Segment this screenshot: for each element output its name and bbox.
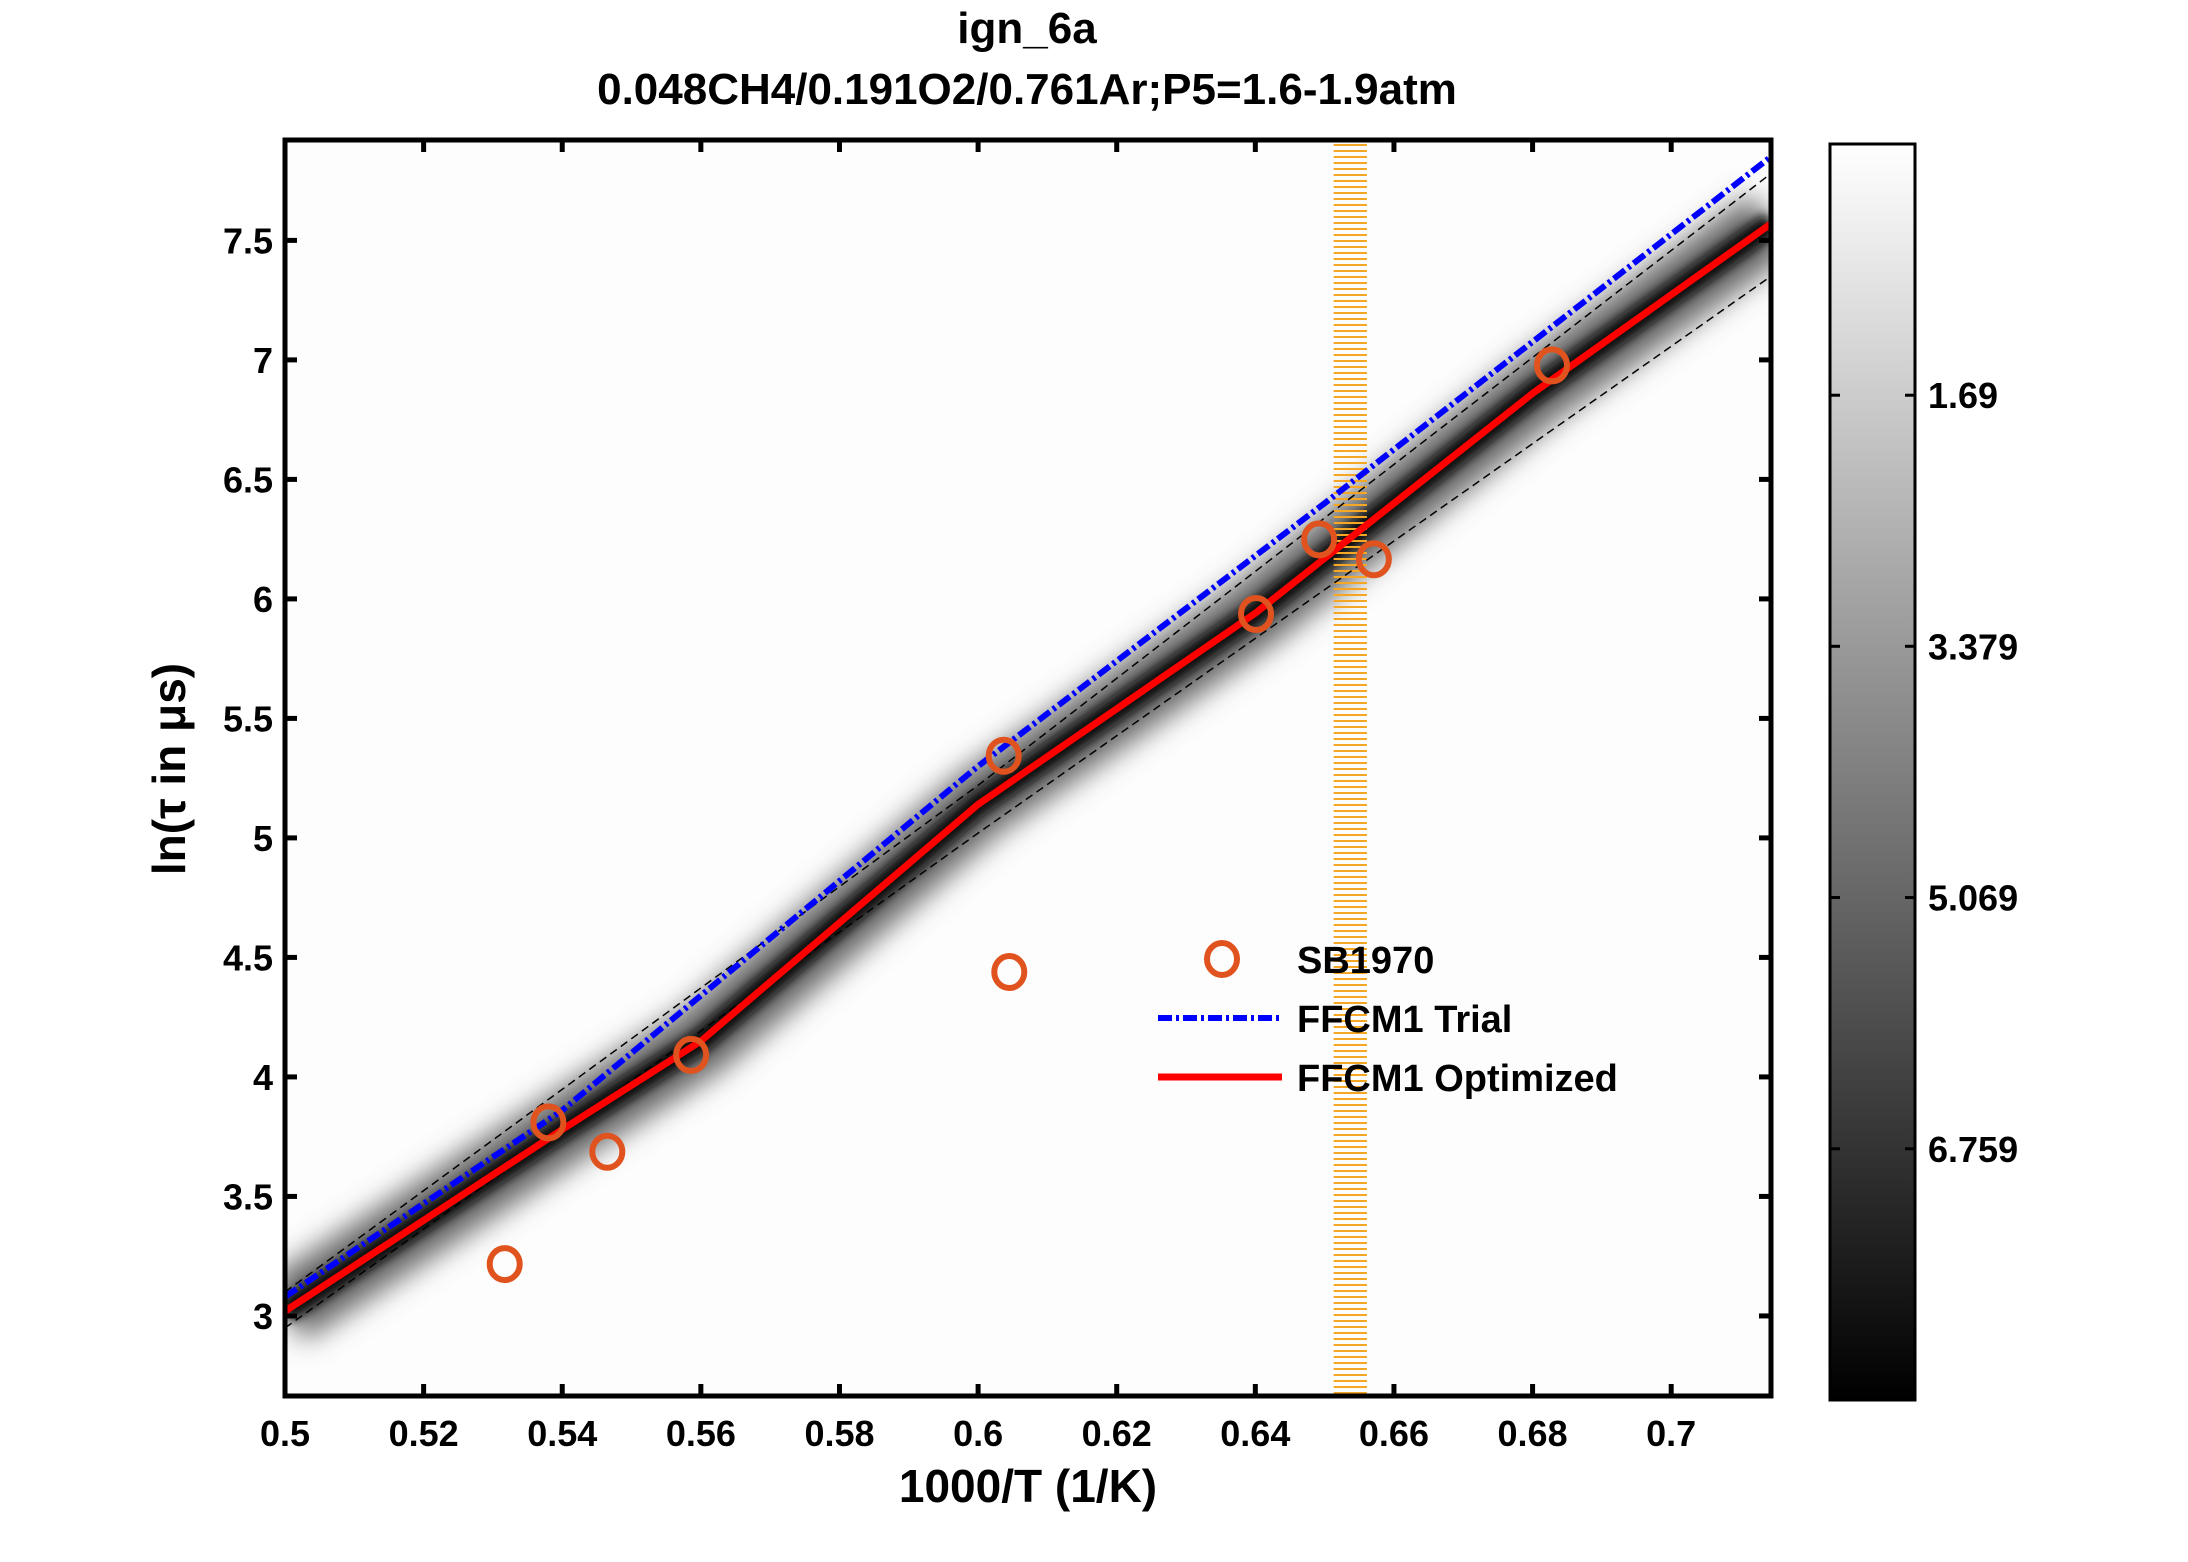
x-tick-label: 0.62 <box>1082 1413 1152 1454</box>
data-point-sb1970 <box>1355 540 1392 579</box>
data-point-sb1970 <box>1301 520 1338 559</box>
colorbar-tick-label: 5.069 <box>1928 878 2018 919</box>
y-tick-label: 4 <box>253 1057 273 1098</box>
x-tick-label: 0.68 <box>1498 1413 1568 1454</box>
y-tick-label: 5.5 <box>223 698 273 739</box>
data-point-sb1970 <box>1533 346 1570 385</box>
legend-label: SB1970 <box>1297 940 1434 982</box>
axes-box <box>282 137 1774 1399</box>
x-tick-label: 0.58 <box>804 1413 874 1454</box>
y-tick-label: 6 <box>253 579 273 620</box>
y-tick-label: 7.5 <box>223 220 273 261</box>
lower-bound-line <box>285 275 1771 1329</box>
y-tick-label: 4.5 <box>223 937 273 978</box>
legend-label: FFCM1 Optimized <box>1297 1058 1618 1100</box>
x-tick-label: 0.6 <box>953 1413 1003 1454</box>
data-point-sb1970 <box>589 1132 626 1171</box>
colorbar-tick-label: 1.69 <box>1928 375 1998 416</box>
legend-label: FFCM1 Trial <box>1297 999 1512 1041</box>
data-point-sb1970 <box>991 952 1028 991</box>
chart-subtitle: 0.048CH4/0.191O2/0.761Ar;P5=1.6-1.9atm <box>597 65 1457 114</box>
data-point-sb1970 <box>673 1035 710 1074</box>
data-point-sb1970 <box>530 1103 567 1142</box>
x-tick-label: 0.52 <box>389 1413 459 1454</box>
colorbar <box>1828 142 1917 1402</box>
data-point-sb1970 <box>985 736 1022 775</box>
x-tick-label: 0.66 <box>1359 1413 1429 1454</box>
x-tick-label: 0.5 <box>260 1413 310 1454</box>
colorbar-tick-label: 6.759 <box>1928 1129 2018 1170</box>
x-tick-label: 0.64 <box>1220 1413 1290 1454</box>
legend-marker-sb1970 <box>1204 940 1240 978</box>
colorbar-tick-label: 3.379 <box>1928 626 2018 667</box>
highlight-band <box>1333 140 1367 1396</box>
y-tick-label: 3 <box>253 1296 273 1337</box>
y-tick-label: 7 <box>253 340 273 381</box>
chart-title: ign_6a <box>957 4 1097 53</box>
x-tick-label: 0.7 <box>1646 1413 1696 1454</box>
y-tick-label: 3.5 <box>223 1176 273 1217</box>
x-axis-label: 1000/T (1/K) <box>899 1460 1157 1512</box>
data-point-sb1970 <box>1238 594 1275 633</box>
data-point-sb1970 <box>486 1245 523 1284</box>
y-tick-label: 6.5 <box>223 459 273 500</box>
x-tick-label: 0.56 <box>666 1413 736 1454</box>
upper-bound-line <box>285 172 1771 1293</box>
x-tick-label: 0.54 <box>527 1413 597 1454</box>
y-axis-label: ln(τ in μs) <box>143 663 195 875</box>
y-tick-label: 5 <box>253 818 273 859</box>
